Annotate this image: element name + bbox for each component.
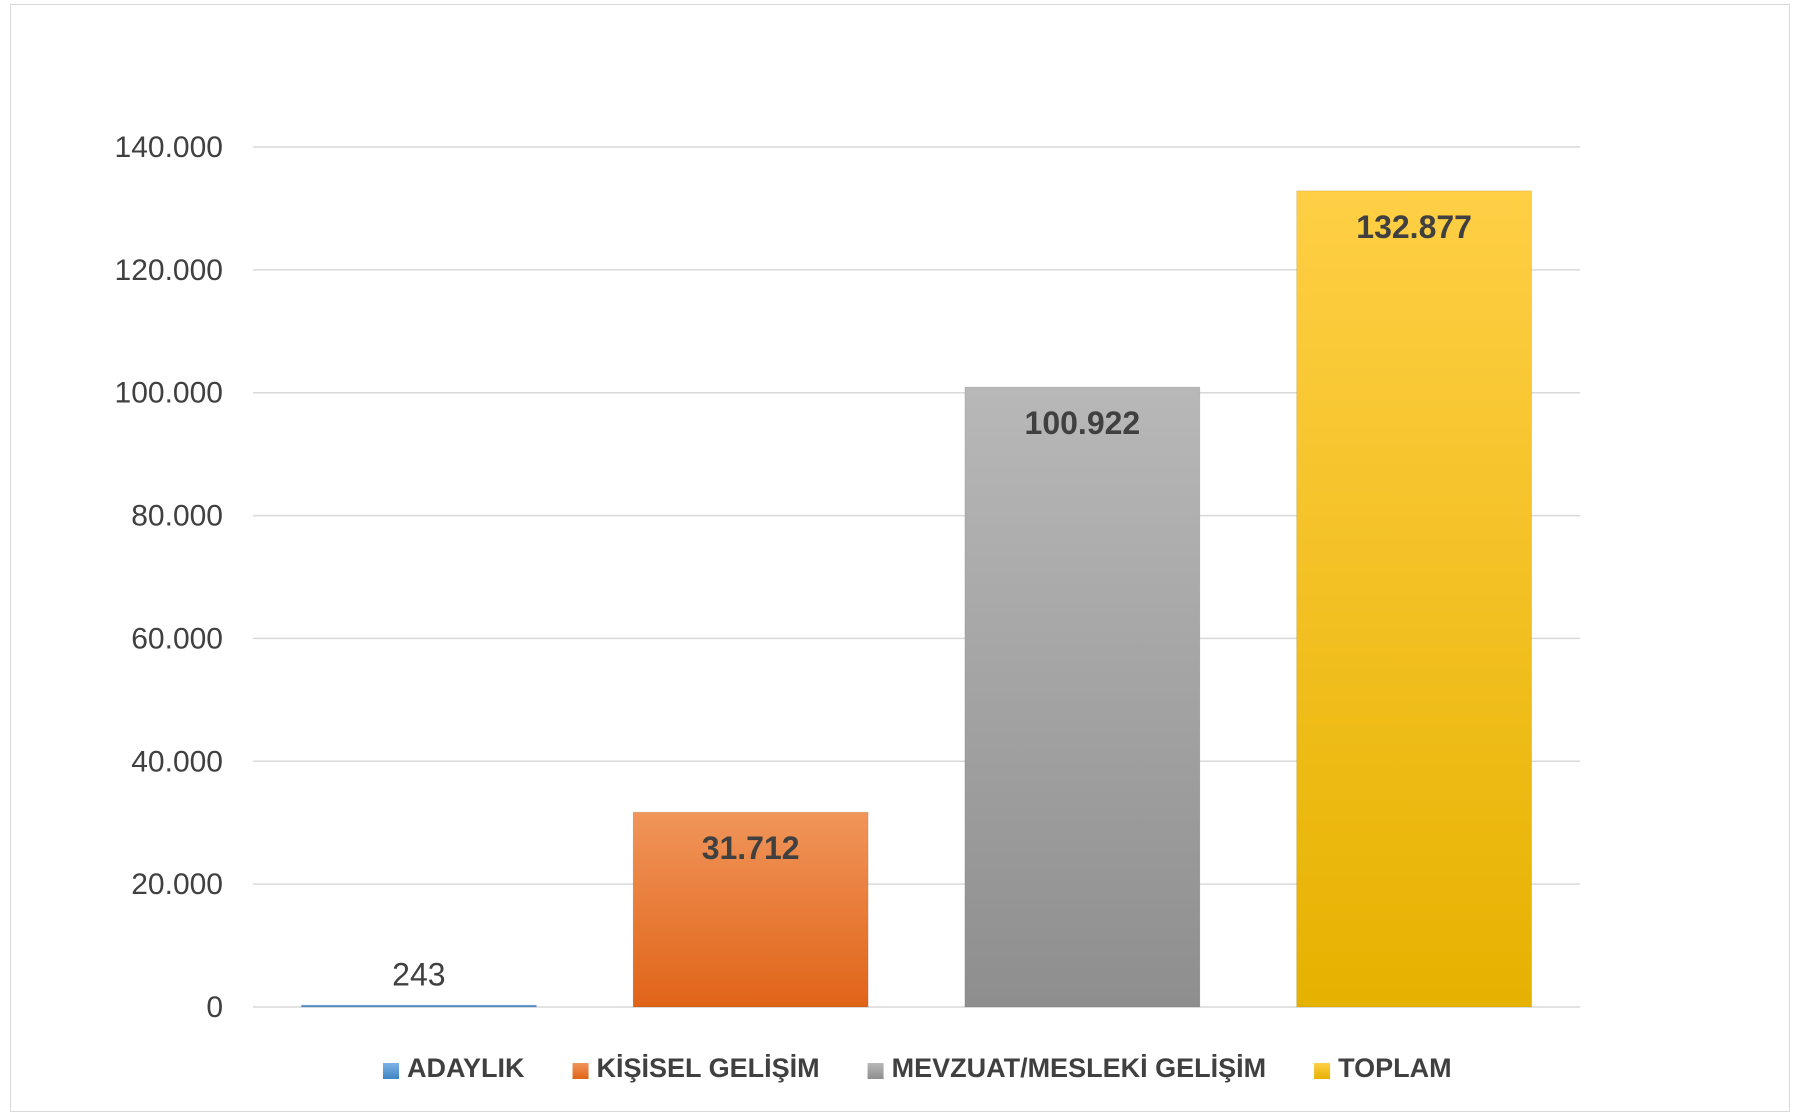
y-tick-label: 20.000 <box>131 868 223 901</box>
legend-item: MEVZUAT/MESLEKİ GELİŞİM <box>867 1053 1267 1083</box>
legend-label: TOPLAM <box>1338 1053 1452 1083</box>
legend-swatch <box>1314 1063 1331 1079</box>
legend-item: ADAYLIK <box>383 1053 525 1083</box>
legend-label: ADAYLIK <box>407 1053 525 1083</box>
y-tick-label: 60.000 <box>131 622 223 655</box>
data-labels: 243 31.712 100.922 132.877 <box>392 209 1472 993</box>
legend-label: KİŞİSEL GELİŞİM <box>597 1053 820 1083</box>
legend: ADAYLIK KİŞİSEL GELİŞİM MEVZUAT/MESLEKİ GE… <box>383 1053 1452 1083</box>
data-label: 243 <box>392 957 445 993</box>
data-label: 31.712 <box>702 830 800 866</box>
legend-label: MEVZUAT/MESLEKİ GELİŞİM <box>892 1053 1267 1083</box>
y-tick-label: 40.000 <box>131 745 223 778</box>
legend-item: TOPLAM <box>1314 1053 1452 1083</box>
chart-frame: 0 20.000 40.000 60.000 80.000 100.000 120.000 1… <box>10 4 1790 1112</box>
bar-2 <box>964 386 1201 1008</box>
bar-3 <box>1296 190 1533 1008</box>
bars <box>300 190 1533 1008</box>
data-label: 100.922 <box>1025 405 1141 441</box>
y-axis-ticks: 0 20.000 40.000 60.000 80.000 100.000 120.000 1… <box>115 131 223 1024</box>
y-tick-label: 140.000 <box>115 131 223 164</box>
y-tick-label: 120.000 <box>115 254 223 287</box>
bar-0 <box>300 1004 537 1008</box>
legend-swatch <box>867 1063 884 1079</box>
y-tick-label: 100.000 <box>115 377 223 410</box>
y-tick-label: 80.000 <box>131 500 223 533</box>
bar-chart: 0 20.000 40.000 60.000 80.000 100.000 120.000 1… <box>115 131 1580 1083</box>
legend-swatch <box>383 1063 399 1079</box>
gridlines <box>253 146 1580 1008</box>
y-tick-label: 0 <box>206 991 223 1024</box>
legend-item: KİŞİSEL GELİŞİM <box>572 1053 820 1083</box>
data-label: 132.877 <box>1356 209 1472 245</box>
legend-swatch <box>572 1063 589 1079</box>
bar-1 <box>632 811 869 1008</box>
